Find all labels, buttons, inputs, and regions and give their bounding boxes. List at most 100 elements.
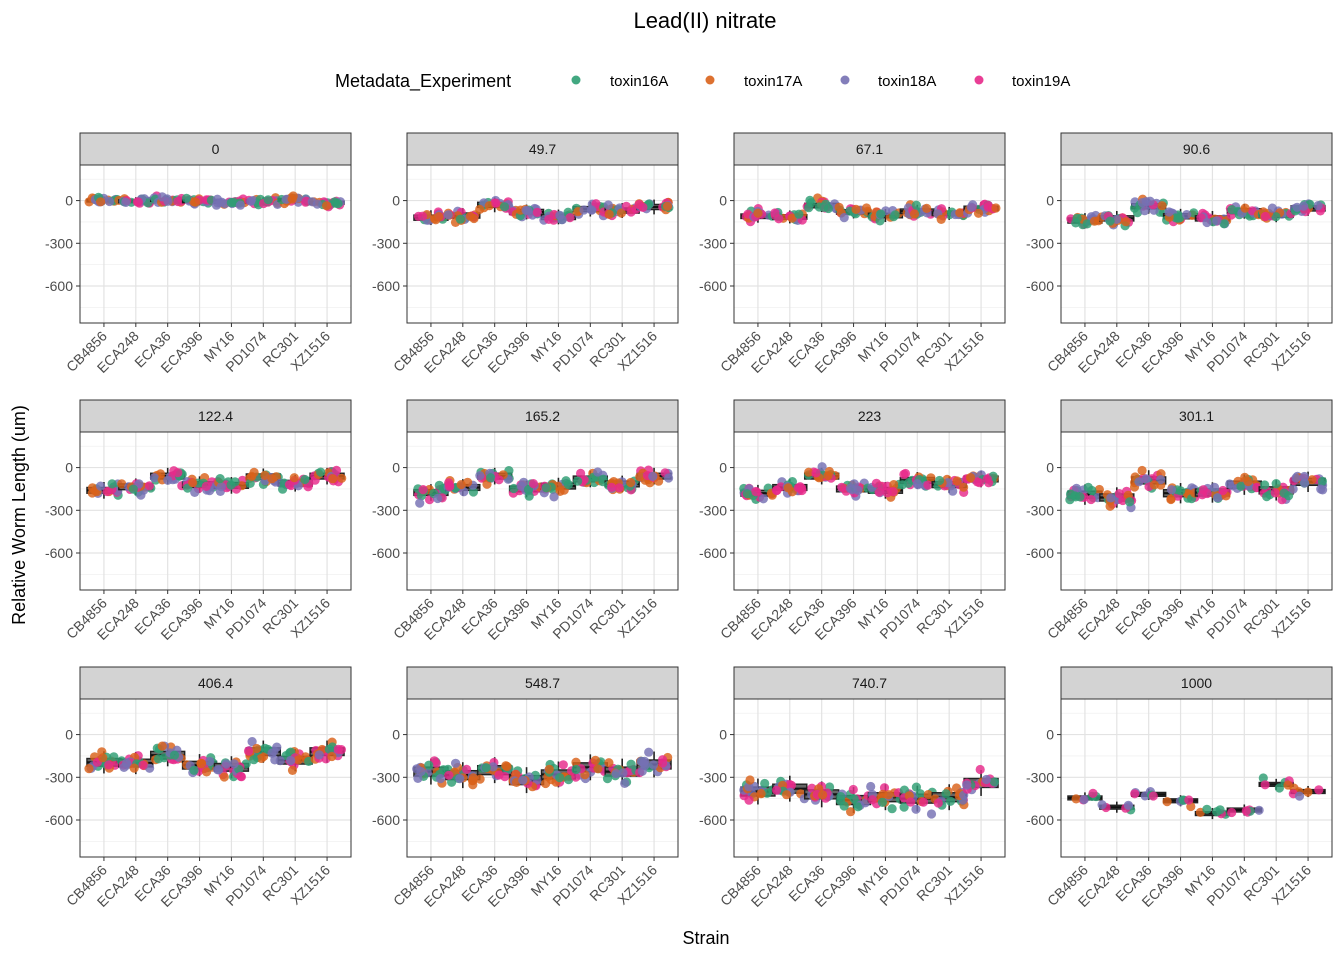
data-point <box>196 759 206 769</box>
data-point <box>481 763 491 773</box>
data-point <box>327 751 337 762</box>
data-point <box>564 775 574 785</box>
y-tick-label: -300 <box>699 502 727 518</box>
data-point <box>618 768 628 778</box>
facet-label: 0 <box>212 141 220 157</box>
panel-background <box>734 432 1005 590</box>
data-point <box>216 482 226 492</box>
data-point <box>565 213 575 223</box>
facet-label: 1000 <box>1181 675 1212 691</box>
boxplot-XZ1516 <box>635 465 674 488</box>
data-point <box>1291 473 1301 483</box>
data-point <box>1260 211 1270 222</box>
data-point <box>860 798 871 808</box>
data-point <box>839 213 849 223</box>
data-point <box>941 789 951 799</box>
y-tick-label: -300 <box>372 769 400 785</box>
data-point <box>1197 490 1207 500</box>
data-point <box>475 204 485 214</box>
data-point <box>491 198 501 208</box>
data-point <box>836 792 846 802</box>
data-point <box>1299 201 1309 211</box>
data-point <box>275 756 285 766</box>
data-point <box>1173 213 1183 223</box>
data-point <box>109 752 119 762</box>
data-point <box>1121 217 1131 227</box>
data-point <box>133 197 143 207</box>
data-point <box>435 774 446 784</box>
data-point <box>163 196 173 206</box>
data-point <box>1209 482 1220 492</box>
boxplot-ECA248 <box>1097 210 1135 231</box>
boxplot-XZ1516 <box>309 465 347 487</box>
facet-panel: 740.70-300-600CB4856ECA248ECA36ECA396MY1… <box>699 666 1006 910</box>
data-point <box>1132 208 1143 218</box>
boxplot-PD1074 <box>1225 202 1264 221</box>
data-point <box>918 797 929 807</box>
data-point <box>468 776 478 786</box>
data-point <box>890 210 900 220</box>
data-point <box>1105 216 1115 226</box>
data-point <box>201 481 211 491</box>
data-point <box>884 790 894 800</box>
y-tick-label: 0 <box>1046 460 1054 476</box>
data-point <box>876 209 886 219</box>
facet-panel: 406.40-300-600CB4856ECA248ECA36ECA396MY1… <box>45 666 352 910</box>
y-tick-label: -300 <box>45 502 73 518</box>
facet-strip <box>406 132 679 166</box>
data-point <box>1299 471 1309 482</box>
data-point <box>324 744 334 754</box>
boxplot-ECA248 <box>771 477 808 498</box>
data-point <box>260 470 270 480</box>
data-point <box>518 775 528 785</box>
data-point <box>786 780 797 791</box>
data-point <box>117 479 127 489</box>
data-point <box>202 767 212 777</box>
data-point <box>1156 475 1166 485</box>
boxplot-ECA248 <box>1097 800 1136 815</box>
chart-title: Lead(II) nitrate <box>633 8 776 33</box>
y-tick-label: 0 <box>65 460 73 476</box>
facet-label: 740.7 <box>852 675 887 691</box>
data-point <box>1294 791 1305 801</box>
boxplot-MY16 <box>539 207 577 225</box>
boxplot-XZ1516 <box>309 737 346 764</box>
data-point <box>955 208 965 218</box>
facet-label: 301.1 <box>1179 408 1214 424</box>
data-point <box>579 205 589 215</box>
data-point <box>475 774 485 784</box>
boxplot-CB4856 <box>84 747 122 774</box>
legend-title: Metadata_Experiment <box>335 71 511 92</box>
facet-panels: 00-300-600CB4856ECA248ECA36ECA396MY16PD1… <box>45 132 1333 910</box>
data-point <box>1094 484 1104 495</box>
boxplot-ECA36 <box>803 462 840 485</box>
data-point <box>804 203 814 213</box>
boxplot-RC301 <box>1257 203 1296 223</box>
boxplot-RC301 <box>276 473 314 494</box>
data-point <box>144 481 154 491</box>
data-point <box>906 797 916 807</box>
panel-border <box>733 431 1006 591</box>
y-tick-label: -300 <box>1026 769 1054 785</box>
data-point <box>882 488 892 498</box>
data-point <box>215 474 225 484</box>
boxplot-ECA36 <box>1130 787 1167 801</box>
facet-strip <box>79 666 352 700</box>
boxplot-CB4856 <box>86 479 123 500</box>
data-point <box>861 203 872 213</box>
data-point <box>417 211 428 221</box>
data-point <box>887 804 897 814</box>
data-point <box>1071 794 1081 804</box>
data-point <box>756 789 766 799</box>
boxplot-ECA396 <box>508 766 545 794</box>
data-point <box>1130 789 1140 799</box>
data-point <box>1307 475 1317 485</box>
data-point <box>226 198 236 208</box>
data-point <box>1182 210 1192 220</box>
facet-panel: 548.70-300-600CB4856ECA248ECA36ECA396MY1… <box>372 666 679 910</box>
data-point <box>1149 480 1159 490</box>
data-point <box>991 203 1001 213</box>
facet-panel: 165.20-300-600CB4856ECA248ECA36ECA396MY1… <box>372 399 679 643</box>
data-point <box>1071 483 1082 493</box>
data-point <box>96 481 106 491</box>
